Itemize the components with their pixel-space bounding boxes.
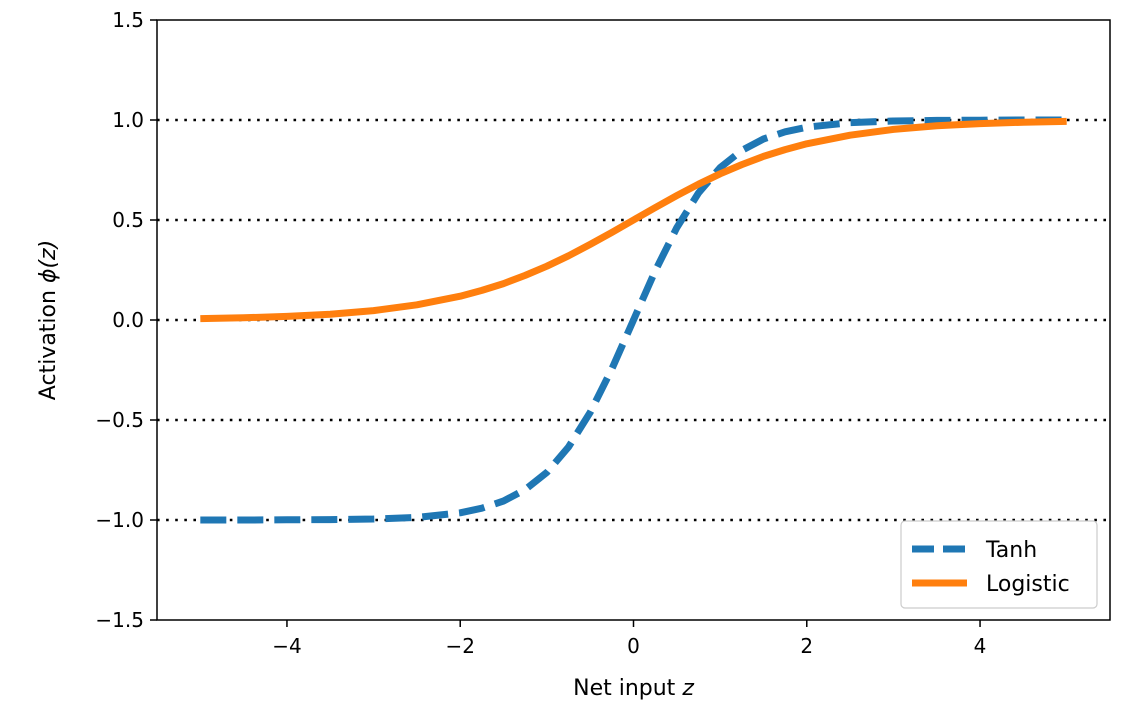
- x-tick-label: 2: [800, 634, 813, 658]
- axis-ticks: −4 −2 0 2 4 −1.5 −1.0 −0.5 0.0 0.5 1.0 1.5: [95, 8, 986, 658]
- legend-label-tanh: Tanh: [985, 538, 1037, 563]
- y-tick-label: 1.5: [112, 8, 144, 32]
- legend-label-logistic: Logistic: [986, 572, 1070, 597]
- x-axis-label: Net input z: [573, 676, 694, 701]
- gridlines: [157, 118, 1110, 522]
- y-tick-label: −1.0: [95, 508, 144, 532]
- x-tick-label: −2: [445, 634, 474, 658]
- series-lines: [200, 116, 1067, 524]
- y-tick-label: 0.0: [112, 308, 144, 332]
- series-line-tanh: [200, 116, 1067, 524]
- x-tick-label: 0: [627, 634, 640, 658]
- y-tick-label: 1.0: [112, 108, 144, 132]
- y-tick-label: −0.5: [95, 408, 144, 432]
- y-tick-label: 0.5: [112, 208, 144, 232]
- x-tick-label: 4: [974, 634, 987, 658]
- legend: Tanh Logistic: [900, 520, 1098, 609]
- x-tick-label: −4: [272, 634, 301, 658]
- y-tick-label: −1.5: [95, 608, 144, 632]
- y-axis-label: Activation ϕ(z): [36, 240, 61, 400]
- series-line-logistic: [200, 117, 1067, 323]
